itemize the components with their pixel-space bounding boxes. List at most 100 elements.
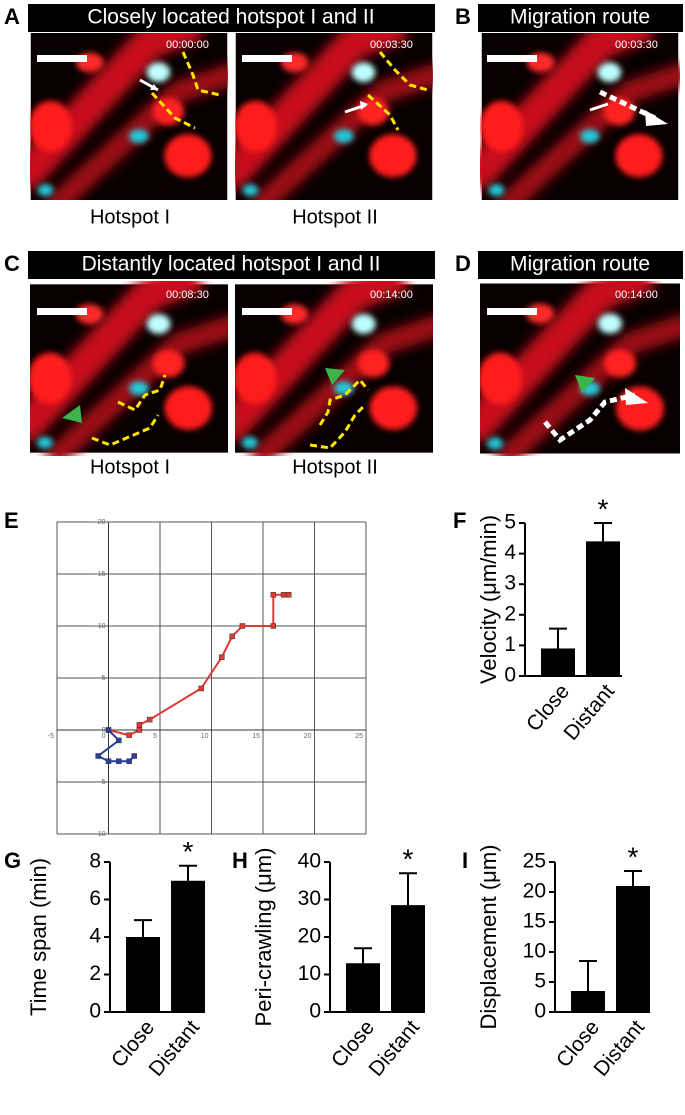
- y-tick-label: 40: [298, 850, 321, 873]
- title-bar: [478, 251, 683, 279]
- micrograph: 00:03:30: [226, 23, 442, 210]
- panel-title: Closely located hotspot I and II: [87, 6, 374, 29]
- y-tick-label: 0: [504, 664, 516, 687]
- error-bar: [579, 960, 597, 991]
- point: [286, 592, 292, 598]
- x-tick-label: 10: [201, 733, 209, 740]
- point: [229, 633, 235, 640]
- y-tick-label: 20: [298, 925, 321, 948]
- y-tick-label: 0: [309, 1000, 321, 1023]
- y-tick-label: -20: [95, 519, 105, 526]
- y-tick-label: 6: [89, 887, 101, 910]
- micrograph: 00:08:30: [20, 274, 238, 462]
- panel-title: Migration route: [510, 253, 650, 276]
- title-bar: [28, 251, 435, 279]
- point: [105, 758, 112, 764]
- caption: Hotspot I: [90, 456, 170, 478]
- y-tick-label: 4: [89, 925, 101, 948]
- x-tick-label: 15: [252, 733, 260, 740]
- panel-letter: E: [4, 508, 19, 533]
- y-tick-label: 2: [89, 962, 101, 985]
- y-tick-label: 5: [504, 511, 516, 534]
- x-tick-label: 0: [102, 733, 106, 740]
- panel-title: Migration route: [510, 6, 650, 29]
- y-tick-label: 5: [102, 779, 106, 786]
- error-bar: [354, 947, 372, 964]
- micrograph: 00:00:00: [21, 23, 237, 210]
- significance: *: [628, 841, 639, 872]
- timestamp: 00:03:30: [615, 39, 658, 51]
- timestamp: 00:14:00: [615, 289, 658, 301]
- x-tick-label: Distant: [144, 1016, 204, 1081]
- y-axis-label: Time span (min): [26, 858, 51, 1016]
- panel-letter: H: [232, 848, 248, 873]
- caption: Hotspot II: [292, 206, 378, 228]
- point: [126, 758, 132, 764]
- bar: [616, 886, 650, 1012]
- point: [239, 623, 246, 629]
- y-tick-label: 10: [98, 831, 106, 838]
- point: [136, 727, 143, 733]
- trajectory: [108, 593, 289, 737]
- error-bar: [549, 627, 567, 649]
- y-tick-label: 25: [523, 850, 546, 873]
- point: [270, 623, 277, 629]
- y-tick-label: 3: [504, 572, 516, 595]
- x-tick-label: 25: [355, 733, 363, 740]
- y-tick-label: 8: [89, 850, 101, 873]
- point: [95, 753, 101, 759]
- bar: [571, 991, 605, 1012]
- x-tick-label: -5: [48, 733, 54, 740]
- x-tick-label: 20: [304, 733, 312, 740]
- point: [198, 685, 204, 692]
- timestamp: 00:08:30: [166, 289, 209, 301]
- y-tick-label: -15: [95, 571, 105, 578]
- panel-letter: A: [4, 4, 20, 29]
- micrograph: 00:14:00: [470, 274, 685, 464]
- y-tick-label: 10: [523, 940, 546, 963]
- point: [116, 758, 122, 764]
- significance: *: [598, 493, 609, 524]
- y-tick-label: 20: [523, 880, 546, 903]
- y-tick-label: 0: [89, 1000, 101, 1023]
- panel-letter: G: [4, 848, 21, 873]
- x-tick-label: Distant: [559, 680, 619, 745]
- bar: [346, 963, 380, 1012]
- y-tick-label: 2: [504, 602, 516, 625]
- bar: [391, 905, 425, 1012]
- micrograph: 00:14:00: [225, 274, 443, 462]
- y-tick-label: 15: [523, 910, 546, 933]
- point: [116, 737, 122, 744]
- y-tick-label: 0: [534, 1000, 546, 1023]
- micrograph: 00:03:30: [472, 23, 685, 210]
- panel-letter: D: [455, 251, 471, 276]
- point: [131, 753, 137, 759]
- y-tick-label: 10: [298, 962, 321, 985]
- panel-title: Distantly located hotspot I and II: [82, 253, 381, 276]
- error-bar: [179, 864, 197, 881]
- panel-letter: B: [455, 4, 471, 29]
- error-bar: [624, 870, 642, 886]
- panel-letter: C: [4, 251, 20, 276]
- y-tick-label: 30: [298, 887, 321, 910]
- timestamp: 00:14:00: [370, 289, 413, 301]
- bar: [586, 541, 620, 676]
- error-bar: [134, 919, 152, 937]
- significance: *: [183, 836, 194, 867]
- bar: [126, 937, 160, 1012]
- error-bar: [399, 872, 417, 906]
- point: [126, 732, 132, 738]
- point: [105, 727, 112, 733]
- y-axis-label: Velocity (μm/min): [476, 515, 501, 684]
- x-tick-label: 5: [153, 733, 157, 740]
- y-tick-label: 4: [504, 541, 516, 564]
- point: [270, 592, 277, 598]
- title-bar: [478, 4, 683, 32]
- panel-letter: F: [453, 508, 466, 533]
- panel-letter: I: [462, 848, 468, 873]
- title-bar: [28, 4, 435, 32]
- point: [280, 592, 287, 598]
- y-tick-label: -5: [99, 675, 105, 682]
- y-tick-label: 0: [102, 727, 106, 734]
- y-tick-label: 1: [504, 633, 516, 656]
